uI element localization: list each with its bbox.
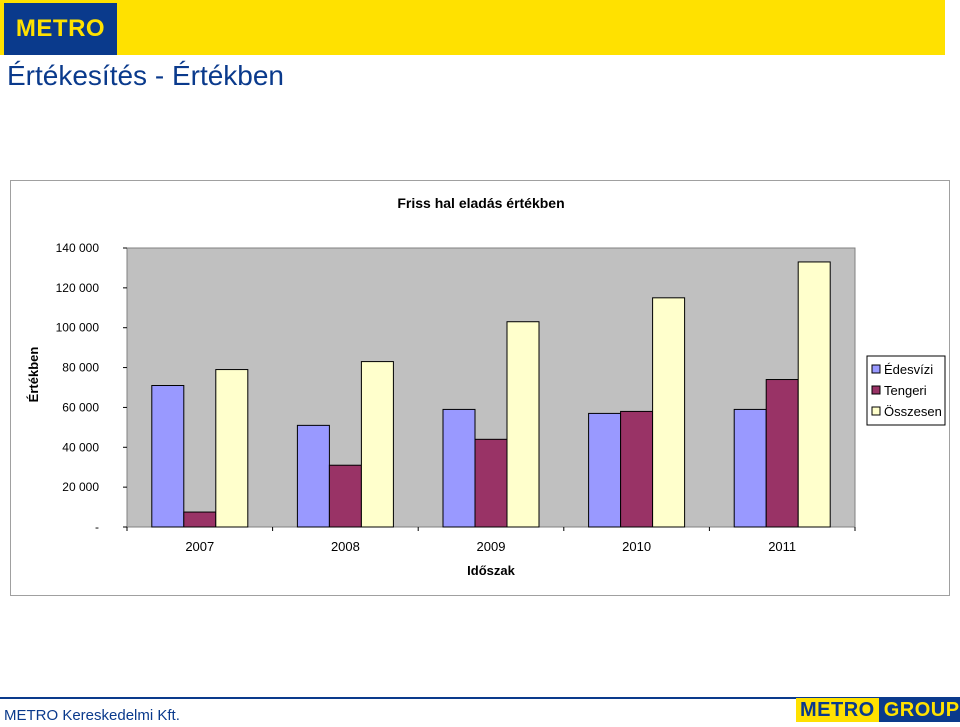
y-axis-label: Értékben xyxy=(26,347,41,403)
legend-label: Összesen xyxy=(884,404,942,419)
bar-2-1 xyxy=(360,361,394,528)
bar-1-0 xyxy=(183,511,217,528)
bar-0-4 xyxy=(733,408,767,528)
chart-frame: Friss hal eladás értékben - 20 000 40 000 60… xyxy=(10,180,950,596)
y-tick-label: 40 000 xyxy=(62,440,99,454)
footer-company: METRO Kereskedelmi Kft. xyxy=(4,707,180,724)
y-tick-label: 140 000 xyxy=(56,241,100,255)
x-tick-label: 2010 xyxy=(622,539,651,554)
y-tick-label: 20 000 xyxy=(62,480,99,494)
chart-title: Friss hal eladás értékben xyxy=(397,195,564,211)
group-logo-group: GROUP xyxy=(878,698,960,722)
footer-divider xyxy=(0,697,960,699)
y-tick-label: 60 000 xyxy=(62,400,99,414)
legend-swatch xyxy=(871,385,881,395)
y-tick-label: 120 000 xyxy=(56,281,100,295)
y-tick-label: - xyxy=(95,520,99,534)
bar-1-4 xyxy=(765,379,799,528)
metro-logo: METRO xyxy=(4,3,117,55)
x-tick-label: 2008 xyxy=(331,539,360,554)
legend-label: Tengeri xyxy=(884,383,927,398)
bar-2-4 xyxy=(797,261,831,528)
bar-2-2 xyxy=(506,321,540,528)
y-tick-label: 100 000 xyxy=(56,321,100,335)
legend-label: Édesvízi xyxy=(884,362,933,377)
page-title: Értékesítés - Értékben xyxy=(7,60,285,91)
metro-group-logo: METRO GROUP xyxy=(796,698,960,722)
y-tick-label: 80 000 xyxy=(62,361,99,375)
header-band: METRO xyxy=(0,0,945,55)
bar-0-3 xyxy=(588,412,622,528)
x-axis-label: Időszak xyxy=(467,563,515,578)
bar-2-0 xyxy=(215,369,249,528)
bar-1-1 xyxy=(328,464,362,528)
bar-2-3 xyxy=(652,297,686,528)
bar-1-2 xyxy=(474,438,508,528)
x-tick-label: 2011 xyxy=(768,539,796,554)
metro-logo-text: METRO xyxy=(15,15,106,42)
group-logo-metro: METRO xyxy=(796,698,879,722)
bar-0-0 xyxy=(151,385,185,528)
legend-swatch xyxy=(871,406,881,416)
bar-0-1 xyxy=(296,424,330,528)
x-tick-label: 2009 xyxy=(477,539,506,554)
bar-1-3 xyxy=(620,410,654,528)
bar-0-2 xyxy=(442,408,476,528)
x-tick-label: 2007 xyxy=(185,539,214,554)
legend-swatch xyxy=(871,364,881,374)
bar-chart: Friss hal eladás értékben - 20 000 40 000 60… xyxy=(26,195,946,578)
